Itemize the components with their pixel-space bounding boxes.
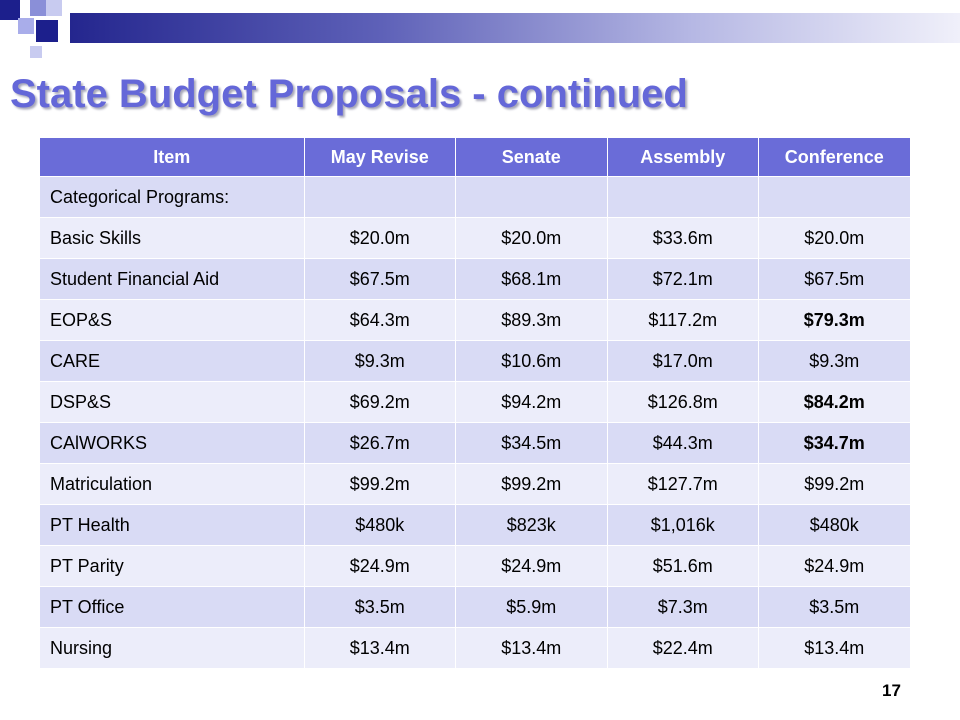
corner-square-decoration xyxy=(36,20,58,42)
table-cell: $72.1m xyxy=(607,258,759,300)
table-row: Categorical Programs: xyxy=(40,176,911,218)
table-row: Matriculation $99.2m $99.2m $127.7m $99.… xyxy=(40,463,911,505)
column-header-item: Item xyxy=(40,138,305,177)
corner-square-decoration xyxy=(30,46,42,58)
table-cell: $67.5m xyxy=(758,258,911,300)
row-label: Nursing xyxy=(40,627,305,668)
table-cell: $79.3m xyxy=(758,299,911,341)
column-header-conference: Conference xyxy=(758,138,911,177)
table-cell: $13.4m xyxy=(758,627,911,668)
row-label: Matriculation xyxy=(40,463,305,505)
table-cell xyxy=(607,176,759,218)
column-header-senate: Senate xyxy=(455,138,608,177)
table-cell: $44.3m xyxy=(607,422,759,464)
table-cell: $823k xyxy=(455,504,608,546)
corner-square-decoration xyxy=(0,0,20,20)
table-row: PT Parity $24.9m $24.9m $51.6m $24.9m xyxy=(40,545,911,587)
table-cell xyxy=(455,176,608,218)
table-cell: $117.2m xyxy=(607,299,759,341)
table-cell: $1,016k xyxy=(607,504,759,546)
table-cell: $3.5m xyxy=(758,586,911,628)
table-cell: $24.9m xyxy=(455,545,608,587)
table-cell: $84.2m xyxy=(758,381,911,423)
row-label: Categorical Programs: xyxy=(40,176,305,218)
table-row: CAlWORKS $26.7m $34.5m $44.3m $34.7m xyxy=(40,422,911,464)
table-cell: $9.3m xyxy=(758,340,911,382)
table-cell: $480k xyxy=(758,504,911,546)
column-header-assembly: Assembly xyxy=(607,138,759,177)
row-label: CARE xyxy=(40,340,305,382)
table-cell: $13.4m xyxy=(455,627,608,668)
table-row: Student Financial Aid $67.5m $68.1m $72.… xyxy=(40,258,911,300)
table-cell: $89.3m xyxy=(455,299,608,341)
table-cell: $127.7m xyxy=(607,463,759,505)
table-row: Nursing $13.4m $13.4m $22.4m $13.4m xyxy=(40,627,911,668)
table-cell: $17.0m xyxy=(607,340,759,382)
table-cell: $5.9m xyxy=(455,586,608,628)
corner-square-decoration xyxy=(46,0,62,16)
budget-table: Item May Revise Senate Assembly Conferen… xyxy=(40,138,911,668)
row-label: DSP&S xyxy=(40,381,305,423)
slide-title: State Budget Proposals - continued xyxy=(10,72,688,116)
table-cell: $24.9m xyxy=(758,545,911,587)
row-label: Student Financial Aid xyxy=(40,258,305,300)
table-cell: $69.2m xyxy=(304,381,456,423)
row-label: Basic Skills xyxy=(40,217,305,259)
column-header-may-revise: May Revise xyxy=(304,138,456,177)
table-cell: $3.5m xyxy=(304,586,456,628)
row-label: PT Office xyxy=(40,586,305,628)
table-cell xyxy=(304,176,456,218)
table-row: EOP&S $64.3m $89.3m $117.2m $79.3m xyxy=(40,299,911,341)
table-cell: $99.2m xyxy=(304,463,456,505)
table-cell: $67.5m xyxy=(304,258,456,300)
row-label: PT Parity xyxy=(40,545,305,587)
table-row: PT Health $480k $823k $1,016k $480k xyxy=(40,504,911,546)
table-cell: $94.2m xyxy=(455,381,608,423)
table-cell: $22.4m xyxy=(607,627,759,668)
table-cell: $99.2m xyxy=(758,463,911,505)
table-cell: $13.4m xyxy=(304,627,456,668)
header-gradient-bar xyxy=(70,13,960,43)
corner-square-decoration xyxy=(30,0,46,16)
table-row: DSP&S $69.2m $94.2m $126.8m $84.2m xyxy=(40,381,911,423)
table-row: Basic Skills $20.0m $20.0m $33.6m $20.0m xyxy=(40,217,911,259)
table-cell xyxy=(758,176,911,218)
table-cell: $7.3m xyxy=(607,586,759,628)
table-cell: $34.5m xyxy=(455,422,608,464)
table-row: PT Office $3.5m $5.9m $7.3m $3.5m xyxy=(40,586,911,628)
corner-square-decoration xyxy=(18,18,34,34)
table-cell: $51.6m xyxy=(607,545,759,587)
table-cell: $20.0m xyxy=(304,217,456,259)
table-cell: $64.3m xyxy=(304,299,456,341)
table-cell: $9.3m xyxy=(304,340,456,382)
row-label: CAlWORKS xyxy=(40,422,305,464)
table-cell: $26.7m xyxy=(304,422,456,464)
table-cell: $99.2m xyxy=(455,463,608,505)
table-cell: $33.6m xyxy=(607,217,759,259)
table-cell: $480k xyxy=(304,504,456,546)
row-label: EOP&S xyxy=(40,299,305,341)
table-row: CARE $9.3m $10.6m $17.0m $9.3m xyxy=(40,340,911,382)
table-cell: $20.0m xyxy=(758,217,911,259)
table-cell: $10.6m xyxy=(455,340,608,382)
table-header-row: Item May Revise Senate Assembly Conferen… xyxy=(40,138,911,177)
row-label: PT Health xyxy=(40,504,305,546)
table-cell: $20.0m xyxy=(455,217,608,259)
table-cell: $34.7m xyxy=(758,422,911,464)
table-cell: $68.1m xyxy=(455,258,608,300)
page-number: 17 xyxy=(882,681,901,700)
table-cell: $24.9m xyxy=(304,545,456,587)
table-cell: $126.8m xyxy=(607,381,759,423)
